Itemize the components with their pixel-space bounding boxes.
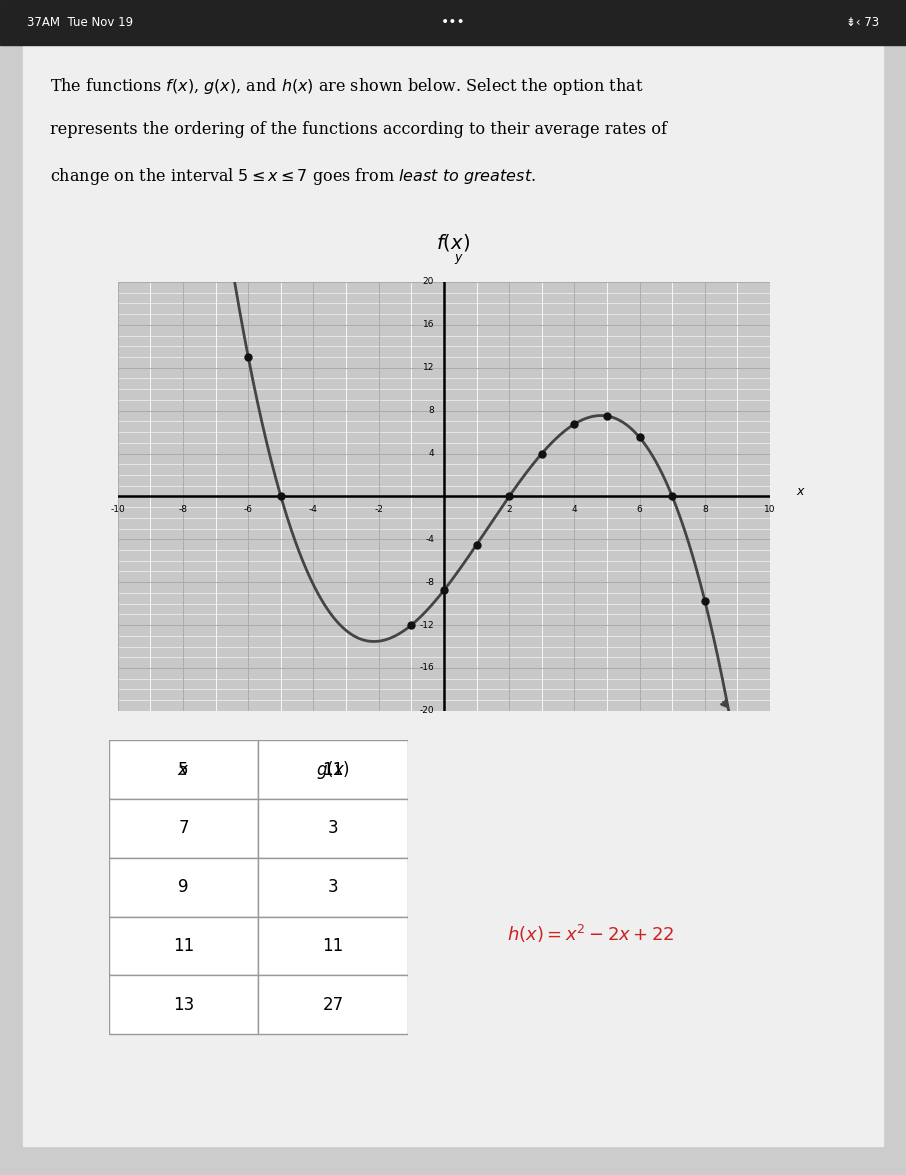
Text: 4: 4 (429, 449, 434, 458)
Bar (258, 740, 408, 799)
Text: 5: 5 (178, 760, 188, 779)
Text: -4: -4 (425, 535, 434, 544)
Text: 11: 11 (323, 936, 343, 955)
Bar (109, 799, 258, 858)
Point (535, 444, 549, 463)
Text: -8: -8 (425, 578, 434, 586)
Text: ⇟‹ 73: ⇟‹ 73 (845, 15, 879, 29)
Text: -16: -16 (419, 664, 434, 672)
Text: $h(x) = x^2 - 2x + 22$: $h(x) = x^2 - 2x + 22$ (507, 924, 675, 945)
Text: 7: 7 (178, 819, 188, 838)
Point (404, 616, 419, 635)
Text: $x$: $x$ (178, 760, 189, 779)
Bar (109, 975, 258, 1034)
Text: -8: -8 (178, 505, 188, 513)
Bar (109, 858, 258, 916)
Text: 27: 27 (323, 995, 343, 1014)
Text: 11: 11 (323, 760, 343, 779)
Bar (109, 916, 258, 975)
Text: 10: 10 (765, 505, 776, 513)
Point (241, 348, 255, 367)
Text: 12: 12 (423, 363, 434, 372)
Text: 3: 3 (328, 878, 338, 897)
Text: 3: 3 (328, 819, 338, 838)
Text: 37AM  Tue Nov 19: 37AM Tue Nov 19 (27, 15, 133, 29)
Bar (258, 858, 408, 916)
Bar (109, 740, 258, 799)
Text: represents the ordering of the functions according to their average rates of: represents the ordering of the functions… (50, 121, 667, 137)
Text: -12: -12 (419, 620, 434, 630)
Text: 4: 4 (572, 505, 577, 513)
Text: -2: -2 (374, 505, 383, 513)
Point (469, 536, 484, 555)
Text: -10: -10 (111, 505, 125, 513)
Text: -20: -20 (419, 706, 434, 716)
Point (665, 486, 680, 505)
Bar (258, 799, 408, 858)
Text: $f(x)$: $f(x)$ (436, 231, 470, 253)
Bar (109, 740, 258, 799)
Text: $y$: $y$ (454, 251, 464, 266)
Text: 11: 11 (173, 936, 194, 955)
Text: 16: 16 (423, 321, 434, 329)
Text: $g(x)$: $g(x)$ (316, 759, 350, 780)
Point (274, 486, 288, 505)
Text: 2: 2 (506, 505, 512, 513)
Text: 20: 20 (423, 277, 434, 287)
Bar (258, 740, 408, 799)
Text: 8: 8 (429, 407, 434, 415)
Text: change on the interval $5 \leq x \leq 7$ goes from $\mathit{least}$ $\mathit{to}: change on the interval $5 \leq x \leq 7$… (50, 166, 535, 187)
Text: -4: -4 (309, 505, 318, 513)
Point (437, 580, 451, 599)
Text: The functions $f(x)$, $g(x)$, and $h(x)$ are shown below. Select the option that: The functions $f(x)$, $g(x)$, and $h(x)$… (50, 76, 643, 98)
Bar (258, 916, 408, 975)
Bar (0, 0, 906, 45)
Point (632, 428, 647, 446)
Text: 13: 13 (173, 995, 194, 1014)
Text: $x$: $x$ (796, 484, 806, 497)
Point (698, 591, 712, 610)
Point (502, 486, 516, 505)
Bar (258, 975, 408, 1034)
Text: -6: -6 (244, 505, 253, 513)
Text: •••: ••• (440, 15, 466, 29)
Text: 9: 9 (178, 878, 188, 897)
Point (567, 415, 582, 434)
Text: 6: 6 (637, 505, 642, 513)
Text: 8: 8 (702, 505, 708, 513)
Point (600, 407, 614, 425)
